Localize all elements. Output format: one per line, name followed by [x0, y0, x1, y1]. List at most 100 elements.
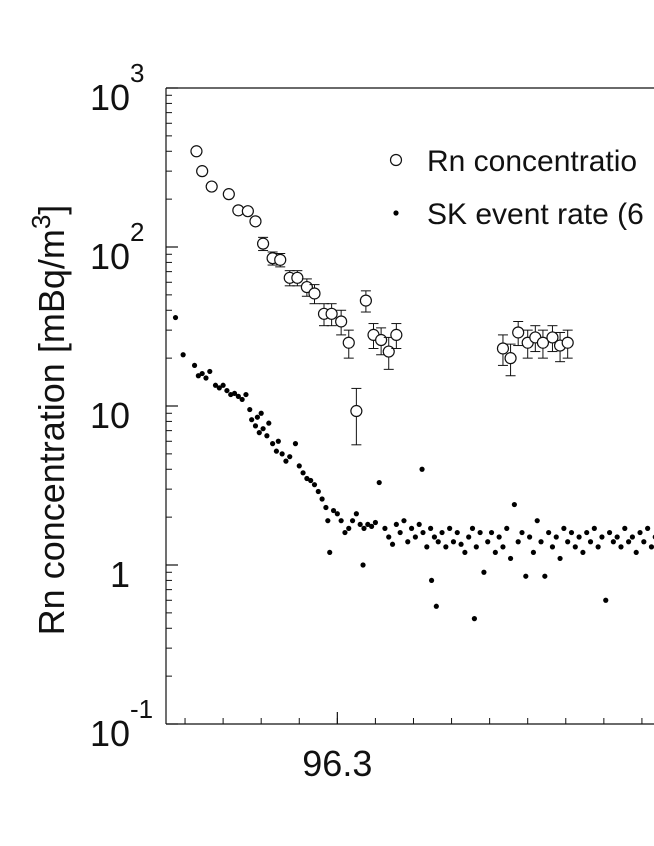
sk-event-point	[330, 507, 337, 514]
sk-event-point	[511, 501, 517, 508]
sk-event-point	[546, 529, 552, 536]
rn-concentration-point	[342, 336, 355, 349]
sk-event-point	[419, 466, 425, 472]
sk-event-point	[405, 539, 411, 545]
y-axis-label-main: Rn concentration [mBq/m	[31, 229, 72, 635]
sk-event-point	[220, 382, 226, 388]
sk-event-point	[606, 529, 613, 536]
rn-concentration-point	[190, 145, 203, 158]
sk-event-point	[212, 382, 219, 388]
y-tick-label: 10	[90, 395, 130, 436]
sk-event-point	[275, 438, 281, 444]
sk-event-point	[496, 534, 502, 540]
rn-concentration-point	[382, 345, 395, 358]
sk-event-point	[408, 525, 415, 531]
sk-event-point	[252, 423, 259, 429]
y-tick-label: 10	[90, 713, 130, 754]
sk-event-point	[323, 504, 329, 511]
rn-concentration-point	[335, 315, 348, 328]
sk-event-point	[481, 569, 487, 575]
sk-event-point	[450, 539, 457, 545]
rn-concentration-point	[291, 271, 304, 284]
sk-event-point	[319, 496, 325, 502]
plot-frame	[165, 87, 654, 725]
sk-event-point	[239, 396, 245, 403]
rn-concentration-point	[375, 333, 388, 347]
sk-event-point	[458, 541, 464, 547]
sk-event-point	[428, 577, 435, 584]
sk-event-point	[191, 362, 198, 369]
rn-concentration-point	[546, 331, 559, 344]
sk-event-point	[353, 511, 359, 517]
sk-event-point	[243, 391, 249, 398]
rn-concentration-point	[205, 180, 218, 193]
sk-event-point	[216, 385, 222, 391]
sk-event-point	[614, 534, 620, 540]
sk-event-point	[572, 544, 578, 550]
rn-concentration-point	[359, 294, 372, 307]
sk-event-point	[435, 539, 441, 545]
sk-event-point	[433, 603, 439, 609]
sk-event-point	[308, 477, 314, 484]
sk-event-point	[553, 534, 559, 540]
sk-event-point	[629, 534, 636, 540]
rn-concentration-point	[325, 307, 338, 320]
sk-event-point	[397, 529, 403, 536]
sk-event-point	[530, 549, 537, 556]
sk-event-point	[610, 539, 616, 545]
sk-event-point	[477, 529, 483, 536]
sk-event-point	[568, 529, 575, 536]
y-tick-exponent: 3	[130, 58, 144, 88]
sk-event-point	[618, 544, 624, 550]
rn-concentration-point	[308, 287, 321, 300]
rn-concentration-point	[390, 328, 403, 342]
sk-event-point	[454, 529, 460, 536]
rn-concentration-point	[256, 237, 270, 250]
sk-event-point	[360, 562, 366, 568]
sk-event-point	[534, 518, 540, 524]
rn-concentration-point	[504, 352, 517, 365]
legend-marker-open-circle	[389, 153, 403, 167]
sk-event-point	[361, 525, 367, 531]
sk-event-point	[338, 518, 344, 524]
sk-event-point	[247, 406, 253, 413]
y-tick-label: 1	[110, 554, 130, 595]
sk-event-point	[393, 521, 399, 528]
rn-concentration-point	[561, 336, 574, 349]
sk-event-point	[471, 616, 477, 622]
sk-event-point	[401, 518, 407, 524]
sk-event-point	[633, 549, 639, 556]
sk-event-point	[622, 525, 628, 531]
sk-event-point	[199, 370, 205, 377]
sk-event-point	[342, 529, 348, 536]
sk-event-point	[561, 525, 567, 531]
legend: Rn concentratio SK event rate (6	[389, 145, 644, 231]
sk-event-point	[254, 414, 260, 420]
sk-event-point	[466, 534, 472, 540]
sk-event-point	[224, 387, 230, 394]
sk-event-point	[485, 539, 491, 545]
sk-event-point	[195, 373, 201, 379]
sk-event-point	[249, 417, 255, 423]
rn-concentration-point	[274, 253, 287, 266]
sk-event-point	[492, 549, 498, 556]
rn-concentration-point	[512, 326, 525, 339]
sk-event-point	[416, 521, 422, 528]
sk-event-point	[580, 549, 586, 556]
sk-event-point	[587, 539, 594, 545]
sk-event-point	[412, 534, 418, 540]
x-axis-ticks: 96.396	[184, 712, 643, 784]
sk-event-point	[641, 539, 647, 545]
sk-event-point	[420, 529, 426, 536]
rn-concentration-point	[350, 404, 363, 418]
sk-event-point	[504, 525, 510, 531]
sk-event-point	[428, 525, 434, 531]
rn-concentration-series	[190, 145, 574, 446]
legend-label: SK event rate (6	[427, 198, 644, 231]
sk-event-point	[523, 573, 529, 579]
sk-event-point	[369, 523, 375, 529]
legend-label: Rn concentratio	[427, 145, 637, 178]
rn-concentration-point	[222, 188, 235, 201]
sk-event-point	[500, 544, 506, 550]
sk-event-point	[357, 521, 363, 528]
